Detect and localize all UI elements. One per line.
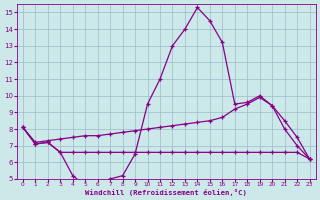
X-axis label: Windchill (Refroidissement éolien,°C): Windchill (Refroidissement éolien,°C) [85,189,247,196]
